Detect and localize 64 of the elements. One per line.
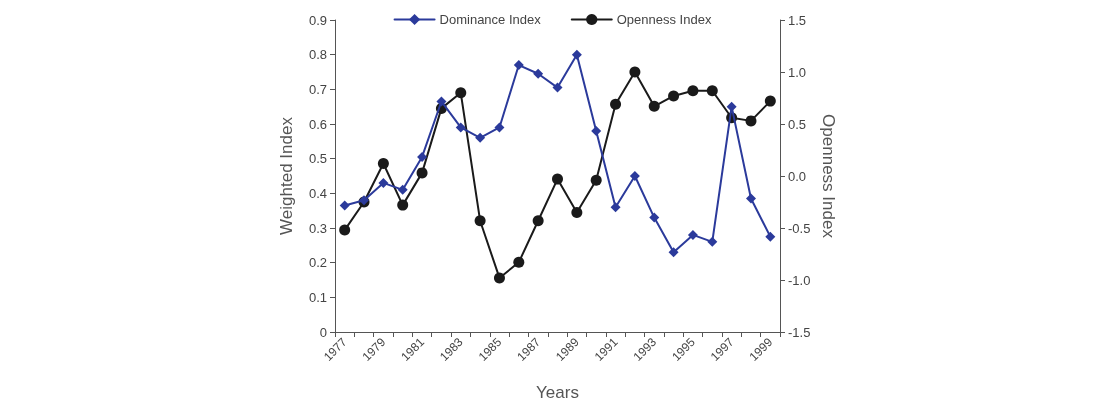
point <box>610 98 622 110</box>
point <box>455 122 466 133</box>
y2-tick-label: -1.0 <box>788 272 811 288</box>
point <box>339 224 351 236</box>
point <box>591 125 602 136</box>
point <box>707 236 718 247</box>
point <box>339 200 350 211</box>
point <box>668 90 680 102</box>
y2-tick-label: -1.5 <box>788 324 811 340</box>
point <box>474 215 486 227</box>
point <box>687 85 699 97</box>
point <box>552 173 563 185</box>
point <box>745 193 756 204</box>
point <box>397 184 408 195</box>
point <box>493 272 505 284</box>
y-tick-label: 0.1 <box>308 289 327 305</box>
point <box>475 132 486 143</box>
y2-tick-label: 1.5 <box>788 12 807 28</box>
y-tick-label: 0.4 <box>308 185 327 201</box>
point <box>745 115 757 127</box>
point <box>571 49 582 60</box>
point <box>726 101 737 112</box>
point <box>378 177 389 188</box>
y-axis-title: Weighted Index <box>277 116 296 235</box>
point <box>764 95 776 107</box>
point <box>436 96 447 107</box>
y2-tick-label: -0.5 <box>788 220 811 236</box>
point <box>629 171 640 181</box>
point <box>377 158 389 170</box>
x-axis-title: Years <box>536 383 579 402</box>
point <box>649 212 660 223</box>
point <box>532 215 544 227</box>
point <box>687 229 698 240</box>
point <box>533 68 544 79</box>
point <box>648 100 660 112</box>
point <box>494 122 505 133</box>
y-tick-label: 0 <box>319 324 327 340</box>
point <box>765 231 776 242</box>
point <box>455 87 467 99</box>
point <box>416 167 428 179</box>
point <box>590 174 602 186</box>
point <box>513 60 524 71</box>
point <box>417 151 428 162</box>
point <box>397 199 409 211</box>
y-tick-label: 0.3 <box>308 220 327 236</box>
y-tick-label: 0.9 <box>308 12 327 28</box>
y-tick-label: 0.5 <box>308 151 327 167</box>
y-tick-label: 0.7 <box>308 81 327 97</box>
point <box>629 66 641 78</box>
point <box>513 256 525 268</box>
point <box>610 202 621 213</box>
y-tick-label: 0.2 <box>308 255 327 271</box>
y2-tick-label: 1.0 <box>788 64 807 80</box>
y-tick-label: 0.8 <box>308 47 327 63</box>
point <box>571 206 583 218</box>
point <box>706 85 718 97</box>
point <box>552 82 563 93</box>
legend-label: Dominance Index <box>439 12 542 27</box>
y-tick-label: 0.6 <box>308 116 327 132</box>
y2-axis-title: Openness Index <box>819 114 838 239</box>
y2-tick-label: 0.5 <box>788 116 807 132</box>
y2-tick-label: 0.0 <box>788 168 807 184</box>
legend-label: Openness Index <box>616 12 712 27</box>
point <box>668 247 679 258</box>
